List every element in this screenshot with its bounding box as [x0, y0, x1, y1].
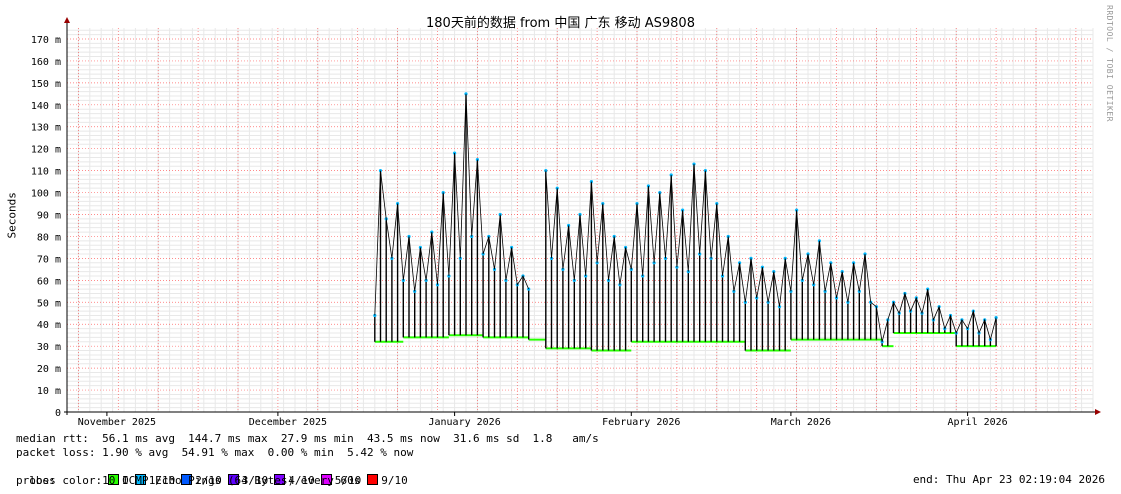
- y-tick-label: 40 m: [37, 320, 61, 331]
- axes: [64, 17, 1101, 415]
- y-tick-label: 160 m: [31, 57, 61, 68]
- y-tick-label: 80 m: [37, 232, 61, 243]
- legend-swatch-0: [108, 474, 120, 485]
- y-tick-label: 130 m: [31, 123, 61, 134]
- x-tick-label: March 2026: [771, 417, 831, 428]
- y-tick-label: 70 m: [37, 254, 61, 265]
- watermark: RRDTOOL / TOBI OETIKER: [1105, 5, 1114, 122]
- packet-loss-stats: packet loss: 1.90 % avg 54.91 % max 0.00…: [16, 446, 414, 459]
- y-axis-label: Seconds: [5, 192, 19, 239]
- legend-label-9: 9/10: [381, 474, 408, 487]
- y-tick-label: 30 m: [37, 342, 61, 353]
- legend-swatch-3: [227, 474, 239, 485]
- median-rtt-line: [374, 93, 530, 316]
- legend-swatch-4: [274, 474, 286, 485]
- y-tick-label: 150 m: [31, 79, 61, 90]
- legend-swatch-2: [181, 474, 193, 485]
- y-axis-arrow: [64, 17, 70, 23]
- y-tick-label: 90 m: [37, 211, 61, 222]
- rtt-point: [527, 287, 531, 291]
- y-axis-ticks: 0 10 m 20 m 30 m 40 m 50 m 60 m 70 m 80 m 90 m 100…: [31, 35, 61, 419]
- loss-color-legend: loss color: 0 1/10 2/10 3/10 4/10 5/10 9/10: [16, 460, 408, 488]
- y-tick-label: 100 m: [31, 189, 61, 200]
- y-tick-label: 110 m: [31, 167, 61, 178]
- legend-swatch-5: [320, 474, 332, 485]
- legend-label-4: 4/10: [288, 474, 315, 487]
- probe-info: probe: 10 ICMP Echo Pings (64 Bytes) eve…: [16, 474, 361, 487]
- x-axis-arrow: [1095, 409, 1101, 415]
- y-tick-label: 10 m: [37, 386, 61, 397]
- x-tick-label: December 2025: [249, 417, 327, 428]
- chart-title: 180天前的数据 from 中国 广东 移动 AS9808: [426, 16, 695, 31]
- median-rtt-line: [545, 164, 997, 342]
- y-tick-label: 0: [55, 408, 61, 419]
- y-tick-label: 20 m: [37, 364, 61, 375]
- legend-swatch-9: [367, 474, 379, 485]
- legend-label-1: 1/10: [148, 474, 176, 487]
- y-tick-label: 170 m: [31, 35, 61, 46]
- y-tick-label: 50 m: [37, 298, 61, 309]
- legend-swatch-1: [134, 474, 146, 485]
- legend-label-2: 2/10: [195, 474, 222, 487]
- legend-label-3: 3/10: [241, 474, 269, 487]
- y-tick-label: 60 m: [37, 276, 61, 287]
- y-tick-label: 140 m: [31, 101, 61, 112]
- legend-label-5: 5/10: [334, 474, 362, 487]
- x-axis-ticks: November 2025 December 2025 January 2026 Fe…: [78, 412, 1008, 428]
- end-time: end: Thu Apr 23 02:19:04 2026: [912, 473, 1105, 486]
- x-tick-label: February 2026: [602, 417, 680, 428]
- plot-area: [373, 92, 998, 351]
- legend-label-0: 0: [122, 474, 129, 487]
- y-tick-label: 120 m: [31, 145, 61, 156]
- x-tick-label: April 2026: [947, 417, 1007, 428]
- x-tick-label: November 2025: [78, 417, 156, 428]
- median-rtt-stats: median rtt: 56.1 ms avg 144.7 ms max 27.…: [16, 432, 599, 445]
- loss-color-label: loss color:: [29, 474, 103, 487]
- x-tick-label: January 2026: [428, 417, 500, 428]
